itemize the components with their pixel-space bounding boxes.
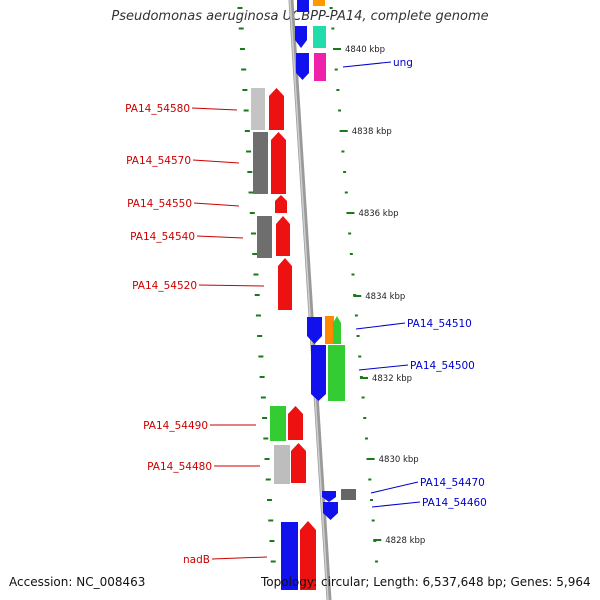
gene-feature[interactable] xyxy=(295,26,307,48)
gene-label[interactable]: ung xyxy=(393,57,413,69)
backbone xyxy=(288,0,332,600)
gene-feature[interactable] xyxy=(271,132,286,194)
gene-label[interactable]: PA14_54520 xyxy=(132,280,197,292)
gene-feature[interactable] xyxy=(257,216,272,258)
gene-feature[interactable] xyxy=(323,502,338,520)
gene-label[interactable]: PA14_54550 xyxy=(127,198,192,210)
scale-label: 4828 kbp xyxy=(385,536,425,546)
map-title: Pseudomonas aeruginosa UCBPP-PA14, compl… xyxy=(111,9,489,24)
right-ticks xyxy=(329,7,379,563)
gene-feature[interactable] xyxy=(291,443,306,483)
gene-feature[interactable] xyxy=(278,258,292,310)
scale-label: 4838 kbp xyxy=(352,127,392,137)
scale-label: 4840 kbp xyxy=(345,45,385,55)
gene-feature[interactable] xyxy=(313,26,326,48)
scale-label: 4832 kbp xyxy=(372,374,412,384)
gene-feature[interactable] xyxy=(307,317,322,344)
callout-line xyxy=(358,364,409,371)
callout-line xyxy=(355,322,406,330)
genome-summary-text: Topology: circular; Length: 6,537,648 bp… xyxy=(261,575,591,589)
right-gene-labels[interactable]: ung PA14_54510 PA14_54500 PA14_54470 PA14_54… xyxy=(393,57,487,509)
gene-label[interactable]: PA14_54510 xyxy=(407,318,472,330)
label-callouts xyxy=(191,61,421,560)
gene-feature[interactable] xyxy=(297,0,309,12)
callout-line xyxy=(342,61,392,68)
gene-feature[interactable] xyxy=(275,195,287,213)
gene-feature[interactable] xyxy=(328,345,345,401)
left-gene-labels[interactable]: PA14_54580 PA14_54570 PA14_54550 PA14_54540… xyxy=(125,103,212,566)
gene-feature[interactable] xyxy=(300,521,316,590)
gene-label[interactable]: PA14_54460 xyxy=(422,497,487,509)
callout-line xyxy=(370,481,419,494)
callout-line xyxy=(196,235,244,239)
callout-line xyxy=(193,202,240,207)
gene-label[interactable]: PA14_54490 xyxy=(143,420,208,432)
gene-feature[interactable] xyxy=(325,316,334,344)
scale-label: 4830 kbp xyxy=(379,455,419,465)
callout-line xyxy=(191,107,238,111)
gene-feature[interactable] xyxy=(281,522,298,590)
gene-feature[interactable] xyxy=(274,445,290,484)
gene-feature[interactable] xyxy=(311,345,326,401)
left-ticks xyxy=(237,7,276,563)
gene-feature[interactable] xyxy=(314,53,326,81)
callout-line xyxy=(198,284,265,287)
gene-label[interactable]: PA14_54580 xyxy=(125,103,190,115)
callout-line xyxy=(192,159,240,164)
gene-feature[interactable] xyxy=(322,491,336,502)
scale-labels: 4840 kbp 4838 kbp 4836 kbp 4834 kbp 4832 kbp… xyxy=(333,45,425,546)
callout-line xyxy=(371,501,421,508)
gene-feature[interactable] xyxy=(269,88,284,130)
gene-feature[interactable] xyxy=(341,489,356,500)
gene-label[interactable]: PA14_54570 xyxy=(126,155,191,167)
gene-features[interactable] xyxy=(251,0,356,590)
gene-feature[interactable] xyxy=(313,0,325,6)
gene-label[interactable]: PA14_54470 xyxy=(420,477,485,489)
accession-text: Accession: NC_008463 xyxy=(9,575,146,589)
scale-label: 4834 kbp xyxy=(365,292,405,302)
gene-feature[interactable] xyxy=(288,406,303,440)
gene-feature[interactable] xyxy=(276,216,290,256)
gene-feature[interactable] xyxy=(251,88,265,130)
gene-feature[interactable] xyxy=(253,132,268,194)
gene-label[interactable]: PA14_54540 xyxy=(130,231,195,243)
gene-feature[interactable] xyxy=(296,53,309,80)
gene-label[interactable]: PA14_54500 xyxy=(410,360,475,372)
gene-label[interactable]: PA14_54480 xyxy=(147,461,212,473)
gene-label[interactable]: nadB xyxy=(183,554,210,566)
gene-feature[interactable] xyxy=(270,406,286,441)
gene-feature[interactable] xyxy=(333,316,341,344)
scale-label: 4836 kbp xyxy=(358,209,398,219)
callout-line xyxy=(211,556,268,560)
